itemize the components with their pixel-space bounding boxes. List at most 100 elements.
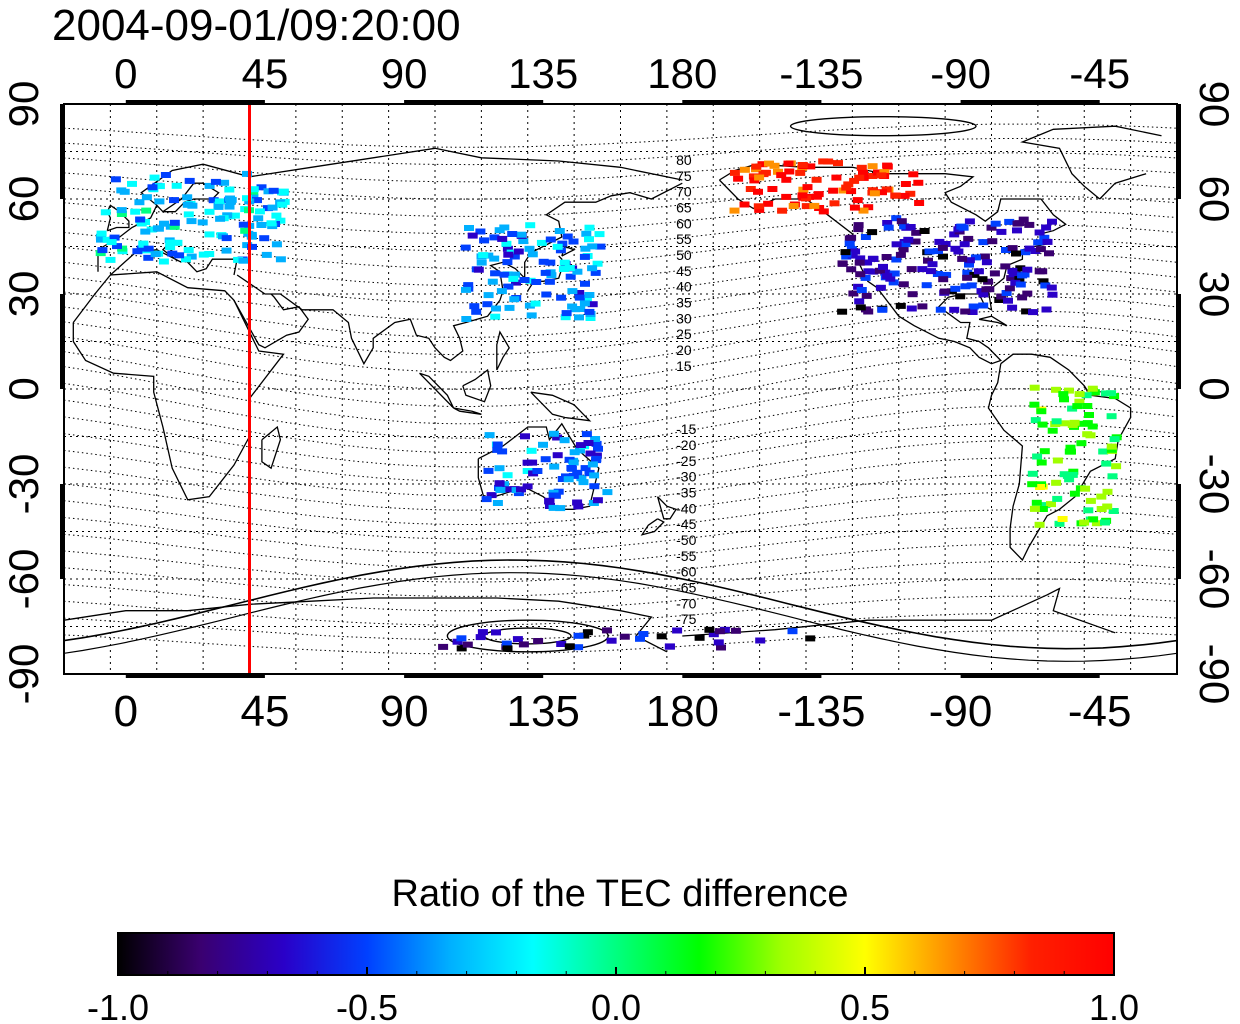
tec-cell: [932, 271, 943, 277]
tec-cell: [587, 461, 598, 468]
tec-cell: [882, 162, 893, 169]
tec-cell: [552, 452, 563, 459]
tec-cell: [256, 222, 267, 228]
tec-cell: [268, 187, 279, 194]
tec-cell: [584, 224, 595, 231]
longitude-tick-label: 45: [242, 50, 289, 97]
tec-cell: [856, 287, 867, 293]
tec-cell: [1008, 271, 1019, 278]
tec-cell: [116, 207, 127, 214]
tec-cell: [900, 181, 911, 187]
tec-cell: [575, 447, 585, 454]
tec-cell: [580, 245, 591, 252]
tec-cell: [548, 504, 559, 511]
tec-cell: [1033, 239, 1044, 246]
tec-cell: [1037, 268, 1048, 275]
contour-line: [64, 224, 1177, 269]
tec-cell: [221, 235, 232, 242]
tec-cell: [1059, 420, 1070, 427]
tec-cell: [716, 644, 726, 651]
axis-tick-bars: [60, 100, 1181, 678]
tec-cell: [229, 212, 240, 219]
tec-cell: [526, 447, 537, 454]
contour-label: 35: [676, 295, 692, 311]
tec-cell: [862, 259, 873, 266]
tec-cell: [147, 184, 158, 191]
tec-cell: [520, 433, 530, 440]
tec-cell: [169, 197, 179, 204]
top-longitude-axis: 0 45 90 135 180 -135 -90 -45: [114, 50, 1130, 97]
tick-bar: [960, 674, 1100, 678]
tick-bar: [404, 100, 544, 104]
tec-cell: [1032, 453, 1043, 460]
tec-cell: [1074, 391, 1085, 398]
tec-cell: [1012, 227, 1022, 234]
tec-cell: [1028, 309, 1038, 316]
tec-cell: [579, 632, 590, 639]
tick-bar: [125, 674, 265, 678]
tec-cell: [764, 160, 774, 167]
left-latitude-axis: 90 60 30 0 -30 -60 -90: [0, 81, 47, 705]
tec-cell: [540, 456, 551, 463]
tec-cell: [853, 222, 864, 229]
tec-cell: [511, 279, 521, 286]
tec-cell: [138, 241, 149, 248]
tec-cell: [119, 188, 130, 195]
tec-cell: [549, 463, 560, 470]
tec-cell: [574, 314, 584, 321]
tec-cell: [519, 277, 530, 283]
tec-cell: [781, 193, 792, 200]
tec-cell: [664, 643, 675, 650]
tec-cell: [960, 308, 971, 315]
tec-cell: [536, 239, 547, 246]
tec-cell: [275, 217, 286, 224]
tec-cell: [855, 255, 866, 262]
tec-cell: [134, 199, 145, 206]
tec-cell: [214, 198, 225, 205]
tec-cell: [510, 271, 521, 278]
tec-cell: [896, 218, 907, 225]
longitude-tick-label: -45: [1069, 50, 1130, 97]
tec-cell: [525, 222, 536, 229]
tec-cell: [602, 627, 612, 634]
tec-cell: [1069, 490, 1080, 497]
tec-cell: [656, 633, 667, 640]
contour-label: -35: [676, 485, 696, 501]
tec-cell: [914, 200, 925, 206]
tec-cell: [594, 231, 605, 238]
tec-cell: [545, 259, 556, 266]
tec-cell: [584, 308, 595, 315]
tec-cell: [967, 309, 978, 315]
tec-cell: [213, 203, 224, 210]
tec-cell: [843, 181, 854, 188]
tec-cell: [146, 226, 157, 233]
tec-cell: [1057, 516, 1068, 522]
tec-cell: [895, 302, 906, 309]
tec-cell: [955, 293, 966, 300]
tec-cell: [587, 265, 598, 272]
tec-cell: [809, 202, 820, 209]
longitude-tick-label: 45: [240, 687, 289, 736]
tec-cell: [990, 220, 1001, 227]
tec-cell: [933, 248, 943, 255]
contour-label: 55: [676, 231, 692, 247]
tec-cell: [861, 306, 871, 313]
tec-cell: [592, 260, 603, 267]
tec-cell: [776, 172, 787, 179]
tec-cell: [1037, 421, 1048, 428]
tec-cell: [171, 182, 182, 189]
tec-cell: [917, 266, 928, 273]
tec-cell: [996, 293, 1007, 300]
longitude-tick-label: -135: [779, 50, 863, 97]
coastline-path: [978, 315, 1008, 327]
tec-cell: [748, 173, 759, 180]
tec-cell: [795, 169, 806, 176]
latitude-tick-label: 60: [0, 176, 47, 223]
tec-cell: [891, 215, 902, 222]
tec-cell: [858, 207, 869, 214]
tec-cell: [1007, 245, 1018, 252]
tec-cell: [1082, 403, 1093, 409]
tec-cell: [1082, 431, 1093, 438]
tec-cell: [492, 446, 503, 453]
tec-cell: [769, 162, 780, 169]
